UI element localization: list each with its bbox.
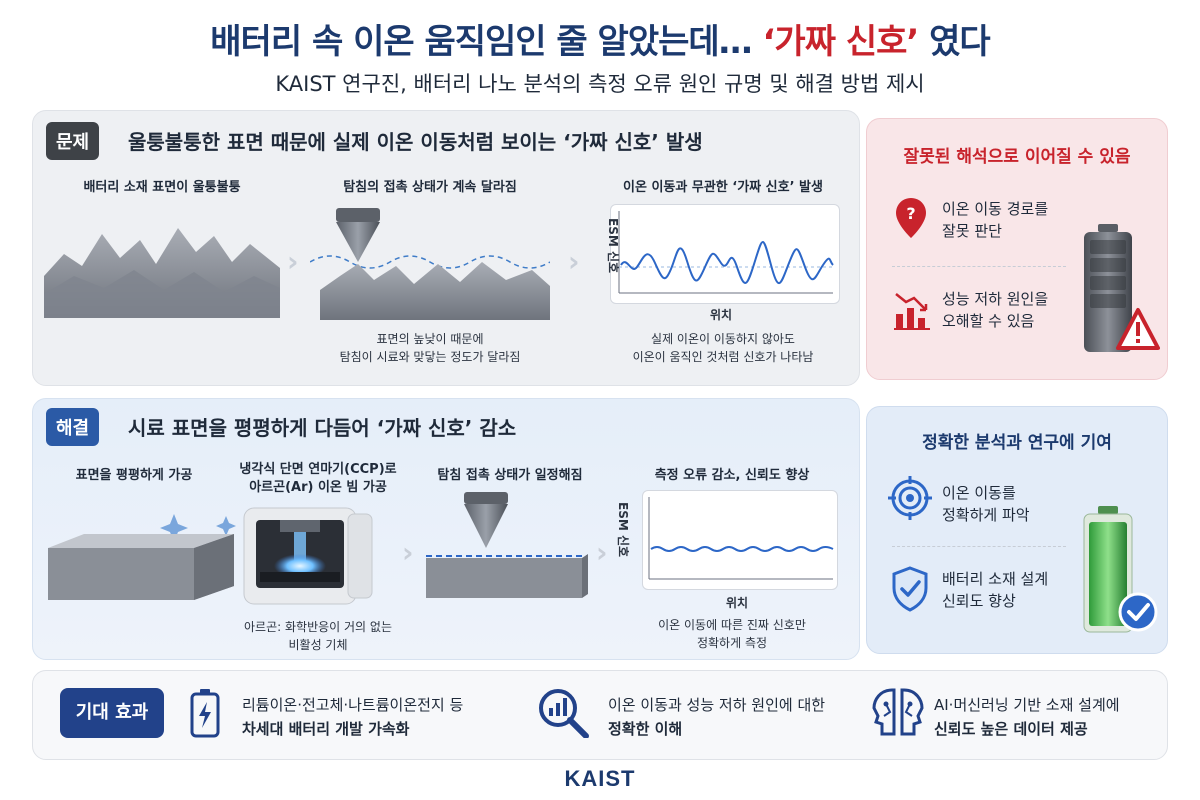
effect3-line1: AI·머신러닝 기반 소재 설계에: [934, 696, 1120, 714]
page-title: 배터리 속 이온 움직임인 줄 알았는데… ‘가짜 신호’ 였다: [0, 14, 1200, 63]
probe-flat-illustration: [426, 492, 588, 598]
flat-surface-illustration: [48, 514, 236, 600]
effect2-line1: 이온 이동과 성능 저하 원인에 대한: [608, 696, 826, 714]
solution-side-item2-line1: 배터리 소재 설계: [942, 570, 1049, 588]
title-text: 배터리 속 이온 움직임인 줄 알았는데…: [210, 22, 763, 62]
solution-side-item1-line2: 정확하게 파악: [942, 506, 1030, 524]
effect1-line2: 차세대 배터리 개발 가속화: [242, 720, 410, 738]
battery-bolt-icon: [190, 689, 220, 738]
noisy-signal-plot: [618, 211, 834, 294]
drained-battery-icon: [1084, 224, 1160, 352]
magnifier-chart-icon: [539, 689, 589, 738]
problem-badge: 문제: [46, 122, 100, 160]
solution-step4-note-1: 이온 이동에 따른 진짜 신호만: [658, 618, 806, 632]
probe-rough-illustration: [310, 208, 550, 320]
declining-chart-icon: [894, 293, 930, 330]
problem-step3-note-2: 이온이 움직인 것처럼 신호가 나타남: [632, 350, 814, 364]
solution-heading: 시료 표면을 평평하게 다듬어 ‘가짜 신호’ 감소: [128, 416, 517, 440]
problem-step3-note-1: 실제 이온이 이동하지 않아도: [651, 332, 795, 346]
effects-badge: 기대 효과: [60, 688, 164, 738]
problem-side-title: 잘못된 해석으로 이어질 수 있음: [903, 147, 1131, 167]
stable-signal-chart: [642, 490, 838, 590]
arrow-right-icon: ›: [287, 245, 299, 278]
shield-check-icon: [892, 566, 928, 612]
solution-step2-note-1: 아르곤: 화학반응이 거의 없는: [244, 620, 392, 634]
problem-chart-ylabel: ESM 신호: [606, 218, 620, 274]
sparkle-icon: [160, 514, 188, 542]
problem-chart-xlabel: 위치: [710, 308, 733, 322]
rough-surface-illustration: [44, 228, 280, 318]
question-pin-icon: ?: [896, 198, 926, 238]
problem-side-item1-line1: 이온 이동 경로를: [942, 200, 1049, 218]
ccp-machine-illustration: [243, 507, 373, 605]
effects-panel: [32, 670, 1168, 760]
problem-heading: 울퉁불퉁한 표면 때문에 실제 이온 이동처럼 보이는 ‘가짜 신호’ 발생: [128, 130, 703, 154]
solution-step3-caption: 탐침 접촉 상태가 일정해짐: [437, 468, 583, 483]
arrow-right-icon: ›: [402, 536, 414, 569]
problem-side-divider: [892, 266, 1066, 267]
noisy-signal-chart: [610, 204, 840, 304]
solution-step1-caption: 표면을 평평하게 가공: [75, 468, 193, 483]
stable-signal-plot: [648, 497, 834, 580]
page-subtitle: KAIST 연구진, 배터리 나노 분석의 측정 오류 원인 규명 및 해결 방…: [275, 72, 925, 96]
effect2-line2: 정확한 이해: [608, 720, 683, 738]
effect3-line2: 신뢰도 높은 데이터 제공: [934, 720, 1088, 738]
solution-chart-ylabel: ESM 신호: [616, 502, 630, 558]
problem-side-item2-line1: 성능 저하 원인을: [942, 290, 1049, 308]
solution-side-item1-line1: 이온 이동를: [942, 484, 1016, 502]
solution-side-divider: [892, 546, 1066, 547]
solution-step4-note-2: 정확하게 측정: [696, 636, 768, 650]
solution-badge: 해결: [46, 408, 100, 446]
problem-step2-note-1: 표면의 높낮이 때문에: [376, 332, 484, 346]
solution-step2-caption-2: 아르곤(Ar) 이온 빔 가공: [249, 480, 387, 495]
problem-side-item1-line2: 잘못 판단: [942, 222, 1002, 240]
effect1-line1: 리튬이온·전고체·나트륨이온전지 등: [242, 696, 464, 714]
check-circle-icon: [1118, 592, 1158, 632]
arrow-right-icon: ›: [596, 536, 608, 569]
solution-side-item2-line2: 신뢰도 향상: [942, 592, 1016, 610]
solution-chart-xlabel: 위치: [726, 596, 749, 610]
arrow-right-icon: ›: [568, 245, 580, 278]
ai-heads-icon: [872, 688, 924, 736]
solution-step4-caption: 측정 오류 감소, 신뢰도 향상: [654, 468, 810, 483]
problem-side-item2-line2: 오해할 수 있음: [942, 312, 1035, 330]
kaist-logo: KAIST: [564, 766, 636, 791]
target-icon: [888, 476, 932, 520]
problem-step1-caption: 배터리 소재 표면이 울퉁불퉁: [83, 180, 241, 195]
title-highlight: ‘가짜 신호’: [762, 22, 920, 62]
problem-step2-caption: 탐침의 접촉 상태가 계속 달라짐: [343, 180, 517, 195]
problem-step3-caption: 이온 이동과 무관한 ‘가짜 신호’ 발생: [623, 180, 823, 195]
title-text-end: 였다: [918, 22, 991, 62]
solution-step2-note-2: 비활성 기체: [288, 638, 348, 652]
charged-battery-icon: [1083, 506, 1158, 633]
solution-step2-caption-1: 냉각식 단면 연마기(CCP)로: [239, 462, 397, 477]
problem-step2-note-2: 탐침이 시료와 맞닿는 정도가 달라짐: [339, 350, 521, 364]
solution-side-title: 정확한 분석과 연구에 기여: [922, 433, 1112, 453]
svg-text:?: ?: [906, 204, 915, 223]
